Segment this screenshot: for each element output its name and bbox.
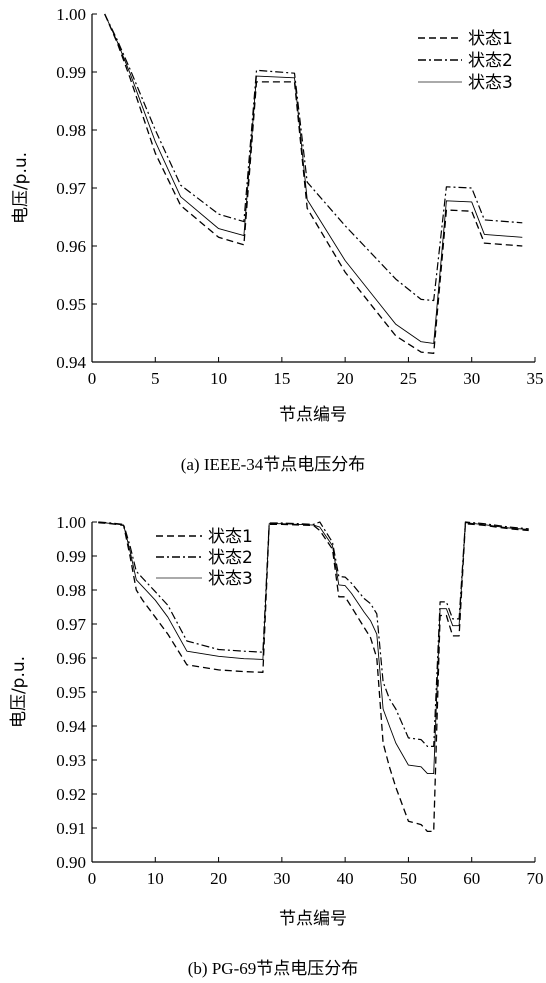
y-tick-label: 0.94 xyxy=(56,353,86,372)
y-axis-title: 电压/p.u. xyxy=(9,656,29,728)
legend-label-2: 状态2 xyxy=(468,51,513,71)
y-tick-label: 0.97 xyxy=(56,179,86,198)
y-tick-label: 0.91 xyxy=(56,819,86,838)
chart-caption: (b) PG-69节点电压分布 xyxy=(188,959,358,978)
x-tick-label: 15 xyxy=(273,369,290,388)
x-axis-title: 节点编号 xyxy=(279,405,347,425)
x-axis-title: 节点编号 xyxy=(279,909,347,929)
x-tick-label: 10 xyxy=(210,369,227,388)
y-tick-label: 0.97 xyxy=(56,615,86,634)
x-tick-label: 60 xyxy=(463,869,480,888)
x-tick-label: 25 xyxy=(400,369,417,388)
x-tick-label: 30 xyxy=(273,869,290,888)
y-tick-label: 0.98 xyxy=(56,121,86,140)
x-tick-label: 10 xyxy=(147,869,164,888)
series-line-1 xyxy=(104,13,523,354)
y-tick-label: 0.96 xyxy=(56,237,86,256)
x-tick-label: 50 xyxy=(400,869,417,888)
y-axis: 0.90 0.91 0.92 0.93 0.94 0.95 0.96 0.97 0.98 0.99… xyxy=(56,513,97,872)
x-tick-label: 5 xyxy=(151,369,160,388)
y-tick-label: 0.98 xyxy=(56,581,86,600)
y-tick-label: 0.93 xyxy=(56,751,86,770)
series-line-2 xyxy=(98,521,529,747)
y-tick-label: 1.00 xyxy=(56,5,86,24)
series-line-1 xyxy=(98,522,529,833)
plot-lines xyxy=(98,521,529,833)
x-axis: 0 5 10 15 20 25 30 35 xyxy=(88,357,544,388)
y-tick-label: 0.99 xyxy=(56,63,86,82)
y-tick-label: 0.95 xyxy=(56,683,86,702)
chart-caption: (a) IEEE-34节点电压分布 xyxy=(181,455,366,474)
legend-label-3: 状态3 xyxy=(208,569,253,589)
x-tick-label: 35 xyxy=(527,369,544,388)
y-tick-label: 0.90 xyxy=(56,853,86,872)
x-tick-label: 0 xyxy=(88,369,97,388)
legend-label-1: 状态1 xyxy=(468,29,513,49)
y-axis-title: 电压/p.u. xyxy=(11,152,31,224)
chart-ieee34: 0.94 0.95 0.96 0.97 0.98 0.99 1.00 0 5 10 15 20 25 3… xyxy=(11,5,544,474)
series-line-2 xyxy=(104,13,523,302)
x-tick-label: 0 xyxy=(88,869,97,888)
y-tick-label: 0.95 xyxy=(56,295,86,314)
legend-label-2: 状态2 xyxy=(208,548,253,568)
y-tick-label: 1.00 xyxy=(56,513,86,532)
y-tick-label: 0.94 xyxy=(56,717,86,736)
x-tick-label: 70 xyxy=(527,869,544,888)
x-tick-label: 20 xyxy=(337,369,354,388)
series-line-3 xyxy=(104,13,523,344)
x-tick-label: 30 xyxy=(463,369,480,388)
legend-label-1: 状态1 xyxy=(208,527,253,547)
y-tick-label: 0.99 xyxy=(56,547,86,566)
series-line-3 xyxy=(98,521,529,775)
plot-lines xyxy=(104,13,523,354)
x-axis: 0 10 20 30 40 50 60 70 xyxy=(88,857,544,888)
legend-label-3: 状态3 xyxy=(468,73,513,93)
chart-pg69: 0.90 0.91 0.92 0.93 0.94 0.95 0.96 0.97 0.98 0.99… xyxy=(9,513,544,978)
x-tick-label: 40 xyxy=(337,869,354,888)
y-tick-label: 0.96 xyxy=(56,649,86,668)
y-axis: 0.94 0.95 0.96 0.97 0.98 0.99 1.00 xyxy=(56,5,97,372)
x-tick-label: 20 xyxy=(210,869,227,888)
y-tick-label: 0.92 xyxy=(56,785,86,804)
